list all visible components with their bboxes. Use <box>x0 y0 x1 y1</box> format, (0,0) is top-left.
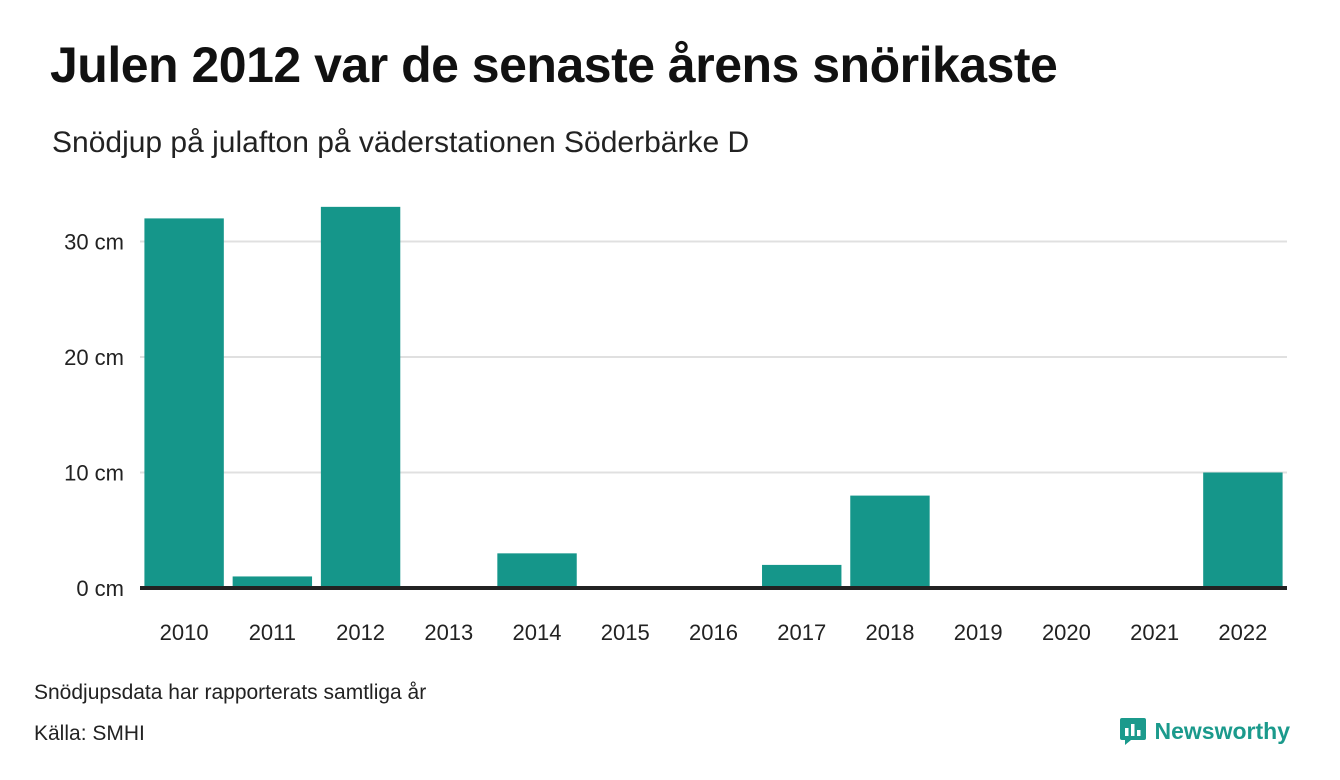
chart-title: Julen 2012 var de senaste årens snörikas… <box>50 37 1058 93</box>
bar-2011 <box>232 576 313 588</box>
x-tick-label: 2016 <box>689 620 738 645</box>
x-axis-tick-labels: 2010 2011 2012 2013 2014 2015 2016 2017 2018 2019… <box>160 620 1268 645</box>
bar-chart: 0 cm 10 cm 20 cm 30 cm 2010 2011 2012 2013 2014… <box>64 206 1287 645</box>
newsworthy-bar-chart-icon <box>1119 718 1146 745</box>
bar-2012 <box>320 206 401 588</box>
y-tick-label: 0 cm <box>76 576 124 601</box>
x-tick-label: 2019 <box>954 620 1003 645</box>
x-tick-label: 2018 <box>865 620 914 645</box>
x-tick-label: 2020 <box>1042 620 1091 645</box>
brand-logo: Newsworthy <box>1119 716 1290 746</box>
bar-2018 <box>850 495 930 588</box>
y-axis-tick-labels: 0 cm 10 cm 20 cm 30 cm <box>64 230 124 602</box>
x-tick-label: 2015 <box>601 620 650 645</box>
x-tick-label: 2012 <box>336 620 385 645</box>
x-tick-label: 2010 <box>160 620 209 645</box>
x-tick-label: 2022 <box>1218 620 1267 645</box>
bar-2014 <box>497 553 577 588</box>
y-tick-label: 10 cm <box>64 461 124 486</box>
gridlines <box>140 240 1287 474</box>
x-tick-label: 2013 <box>424 620 473 645</box>
footnote: Snödjupsdata har rapporterats samtliga å… <box>34 681 427 704</box>
bar-2010 <box>144 218 224 588</box>
brand-name: Newsworthy <box>1154 717 1290 744</box>
x-tick-label: 2021 <box>1130 620 1179 645</box>
bar-2017 <box>762 564 842 588</box>
chart-subtitle: Snödjup på julafton på väderstationen Sö… <box>52 126 750 159</box>
bars <box>144 206 1283 588</box>
bar-2022 <box>1203 472 1283 588</box>
source-credit: Källa: SMHI <box>34 722 145 745</box>
x-tick-label: 2014 <box>513 620 562 645</box>
y-tick-label: 20 cm <box>64 345 124 370</box>
x-tick-label: 2017 <box>777 620 826 645</box>
x-tick-label: 2011 <box>249 620 296 645</box>
y-tick-label: 30 cm <box>64 230 124 255</box>
